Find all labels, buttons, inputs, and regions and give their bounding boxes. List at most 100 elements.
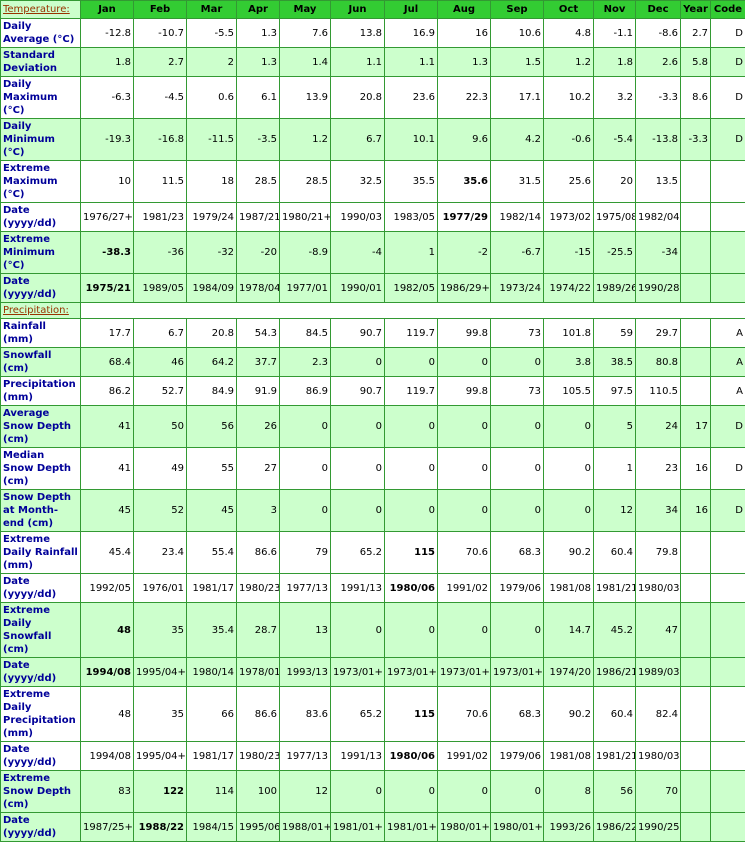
cell: 1993/26	[544, 813, 594, 842]
cell: 54.3	[237, 319, 280, 348]
cell: 20.8	[187, 319, 237, 348]
cell: 1974/22	[544, 274, 594, 303]
row-label: Rainfall (mm)	[1, 319, 81, 348]
cell: 0	[331, 448, 385, 490]
cell: 1993/13	[280, 658, 331, 687]
cell: 0	[385, 406, 438, 448]
cell: 28.5	[237, 161, 280, 203]
cell: 13.8	[331, 19, 385, 48]
empty-cell	[711, 742, 745, 771]
empty-cell	[681, 603, 711, 658]
cell: 14.7	[544, 603, 594, 658]
cell: 2.7	[681, 19, 711, 48]
cell: 1976/01	[134, 574, 187, 603]
empty-cell	[711, 203, 745, 232]
column-header: Dec	[636, 1, 681, 19]
cell: 1980/01+	[438, 813, 491, 842]
cell: 1995/04+	[134, 742, 187, 771]
cell: 48	[81, 687, 134, 742]
cell: 0.6	[187, 77, 237, 119]
cell: 13.5	[636, 161, 681, 203]
cell: 1973/01+	[491, 658, 544, 687]
cell: 29.7	[636, 319, 681, 348]
cell: 60.4	[594, 532, 636, 574]
cell: 1981/21	[594, 742, 636, 771]
cell: 1979/06	[491, 742, 544, 771]
cell: 70.6	[438, 532, 491, 574]
row-label: Date (yyyy/dd)	[1, 658, 81, 687]
cell: 119.7	[385, 319, 438, 348]
cell: 45.4	[81, 532, 134, 574]
cell: 1976/27+	[81, 203, 134, 232]
cell: 12	[594, 490, 636, 532]
cell: 1	[385, 232, 438, 274]
cell: 46	[134, 348, 187, 377]
cell: 115	[385, 687, 438, 742]
cell: 8	[544, 771, 594, 813]
cell: 38.5	[594, 348, 636, 377]
cell: 1988/01+	[280, 813, 331, 842]
cell: 5.8	[681, 48, 711, 77]
cell: 1975/08	[594, 203, 636, 232]
cell: -6.7	[491, 232, 544, 274]
cell: 0	[280, 448, 331, 490]
cell: 0	[491, 603, 544, 658]
cell: 1992/05	[81, 574, 134, 603]
section-title: Precipitation:	[1, 303, 81, 319]
cell: 1.8	[81, 48, 134, 77]
cell: 35.6	[438, 161, 491, 203]
empty-cell	[681, 771, 711, 813]
cell: 65.2	[331, 687, 385, 742]
cell: 18	[187, 161, 237, 203]
cell: 1980/06	[385, 574, 438, 603]
cell: 16	[681, 448, 711, 490]
column-header: May	[280, 1, 331, 19]
cell: 1973/01+	[438, 658, 491, 687]
cell: 28.7	[237, 603, 280, 658]
cell: 0	[331, 490, 385, 532]
cell: 34	[636, 490, 681, 532]
cell: 35	[134, 687, 187, 742]
cell: 1987/25+	[81, 813, 134, 842]
cell: 1995/04+	[134, 658, 187, 687]
cell: 4.2	[491, 119, 544, 161]
row-label: Extreme Daily Snowfall (cm)	[1, 603, 81, 658]
cell: 1981/01+	[331, 813, 385, 842]
cell: 1974/20	[544, 658, 594, 687]
cell: 97.5	[594, 377, 636, 406]
cell: D	[711, 77, 745, 119]
column-header: Nov	[594, 1, 636, 19]
cell: -3.5	[237, 119, 280, 161]
cell: 52.7	[134, 377, 187, 406]
cell: 0	[385, 448, 438, 490]
cell: 3.8	[544, 348, 594, 377]
cell: 90.7	[331, 319, 385, 348]
cell: 6.1	[237, 77, 280, 119]
cell: 86.6	[237, 687, 280, 742]
cell: 3	[237, 490, 280, 532]
cell: 0	[491, 448, 544, 490]
cell: 1980/03	[636, 742, 681, 771]
empty-cell	[681, 532, 711, 574]
cell: 0	[385, 490, 438, 532]
cell: 70.6	[438, 687, 491, 742]
cell: -8.9	[280, 232, 331, 274]
cell: D	[711, 490, 745, 532]
cell: 0	[438, 348, 491, 377]
column-header: Year	[681, 1, 711, 19]
cell: 41	[81, 406, 134, 448]
cell: 1975/21	[81, 274, 134, 303]
cell: 91.9	[237, 377, 280, 406]
cell: -16.8	[134, 119, 187, 161]
cell: D	[711, 448, 745, 490]
cell: 56	[187, 406, 237, 448]
